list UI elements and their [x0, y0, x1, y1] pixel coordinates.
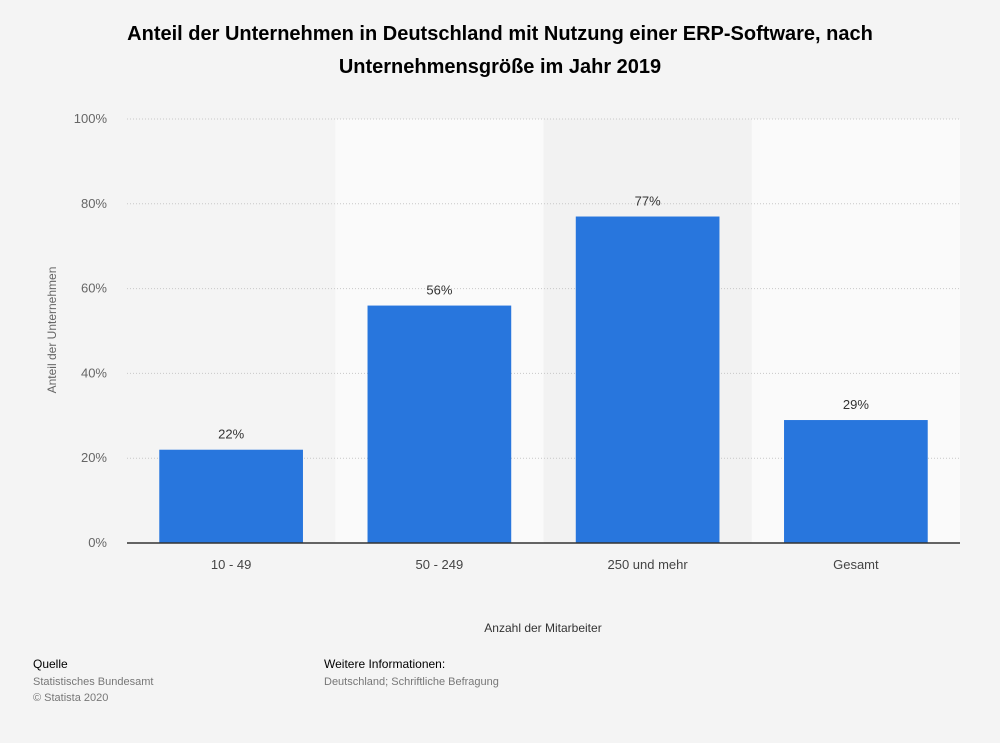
- x-tick-label: 10 - 49: [211, 557, 251, 572]
- bar-value-label: 77%: [635, 194, 661, 209]
- info-text: Deutschland; Schriftliche Befragung: [324, 676, 499, 688]
- x-axis-label: Anzahl der Mitarbeiter: [484, 621, 601, 635]
- y-tick-label: 80%: [81, 196, 107, 211]
- source-line-2: © Statista 2020: [33, 692, 109, 704]
- y-tick-label: 100%: [74, 111, 108, 126]
- x-tick-label: Gesamt: [833, 557, 879, 572]
- source-label: Quelle: [33, 657, 68, 671]
- y-tick-label: 40%: [81, 365, 107, 380]
- y-tick-label: 60%: [81, 281, 107, 296]
- bar[interactable]: [784, 420, 928, 543]
- chart-title: Anteil der Unternehmen in Deutschland mi…: [127, 23, 873, 78]
- bar[interactable]: [575, 216, 720, 543]
- x-tick-label: 50 - 249: [416, 557, 464, 572]
- source-line-1: Statistisches Bundesamt: [33, 676, 154, 688]
- y-tick-label: 20%: [81, 450, 107, 465]
- y-axis-label: Anteil der Unternehmen: [45, 267, 59, 394]
- bar[interactable]: [159, 449, 303, 543]
- x-tick-label: 250 und mehr: [608, 557, 689, 572]
- bar[interactable]: [367, 305, 512, 543]
- bar-value-label: 22%: [218, 427, 244, 442]
- y-tick-label: 0%: [88, 535, 107, 550]
- info-label: Weitere Informationen:: [324, 657, 446, 671]
- bar-value-label: 29%: [843, 397, 869, 412]
- bar-value-label: 56%: [426, 283, 452, 298]
